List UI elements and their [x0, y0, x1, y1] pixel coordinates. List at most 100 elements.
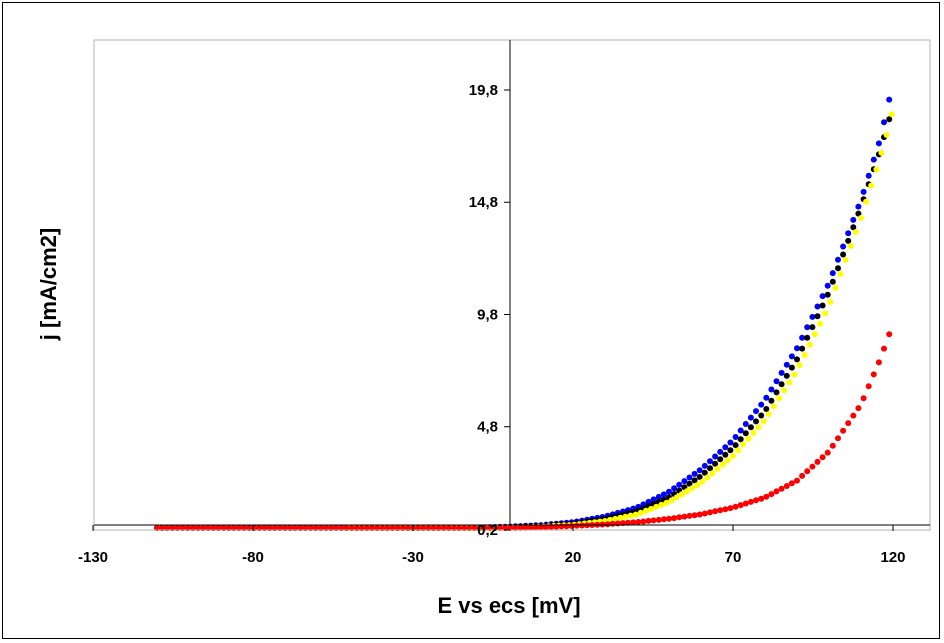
data-point — [817, 321, 823, 327]
data-point — [663, 500, 669, 506]
data-point — [794, 478, 800, 484]
data-point — [671, 515, 677, 521]
data-point — [756, 424, 762, 430]
data-point — [763, 395, 769, 401]
data-point — [733, 434, 739, 440]
data-point — [733, 442, 739, 448]
data-point — [825, 292, 831, 298]
data-point — [838, 271, 844, 277]
data-point — [638, 510, 644, 516]
data-point — [835, 435, 841, 441]
data-point — [689, 485, 695, 491]
data-point — [786, 380, 792, 386]
data-point — [848, 243, 854, 249]
data-point — [784, 362, 790, 368]
data-point — [789, 353, 795, 359]
data-point — [666, 489, 672, 495]
y-axis-title: j [mA/cm2] — [36, 228, 61, 341]
data-point — [658, 502, 664, 508]
data-point — [717, 456, 723, 462]
data-point — [827, 299, 833, 305]
data-point — [830, 443, 836, 449]
data-point — [886, 97, 892, 103]
data-point — [768, 491, 774, 497]
data-point — [643, 508, 649, 514]
data-point — [676, 482, 682, 488]
x-tick-label: 70 — [725, 549, 742, 566]
data-point — [707, 458, 713, 464]
data-point — [738, 502, 744, 508]
data-point — [722, 444, 728, 450]
data-point — [605, 521, 611, 527]
data-point — [694, 482, 700, 488]
data-point — [799, 335, 805, 341]
data-point — [871, 157, 877, 163]
data-point — [791, 372, 797, 378]
data-point — [830, 270, 836, 276]
data-point — [628, 513, 634, 519]
data-point — [676, 514, 682, 520]
data-point — [845, 230, 851, 236]
x-tick-label: 120 — [880, 549, 905, 566]
data-point — [735, 447, 741, 453]
data-point — [768, 398, 774, 404]
y-tick-label: 0,2 — [477, 522, 498, 539]
data-point — [730, 453, 736, 459]
y-tick-label: 14,8 — [469, 194, 498, 211]
data-point — [809, 314, 815, 320]
data-point — [815, 313, 821, 319]
data-point — [832, 285, 838, 291]
data-point — [799, 473, 805, 479]
data-point — [640, 519, 646, 525]
data-point — [776, 395, 782, 401]
data-point — [564, 523, 570, 529]
data-point — [815, 304, 821, 310]
data-point — [623, 514, 629, 520]
data-point — [758, 496, 764, 502]
data-point — [717, 507, 723, 513]
x-tick-label: -80 — [242, 549, 264, 566]
data-point — [707, 509, 713, 515]
data-point — [820, 454, 826, 460]
data-point — [758, 402, 764, 408]
data-point — [855, 405, 861, 411]
data-point — [835, 257, 841, 263]
data-point — [784, 373, 790, 379]
data-point — [861, 395, 867, 401]
data-point — [712, 508, 718, 514]
data-point — [653, 504, 659, 510]
data-point — [687, 513, 693, 519]
data-point — [794, 345, 800, 351]
data-point — [687, 475, 693, 481]
data-point — [692, 471, 698, 477]
data-point — [794, 356, 800, 362]
data-point — [569, 523, 575, 529]
data-point — [669, 497, 675, 503]
data-point — [812, 331, 818, 337]
data-point — [850, 413, 856, 419]
data-point — [804, 324, 810, 330]
data-point — [702, 511, 708, 517]
plot-area — [94, 40, 930, 530]
data-point — [697, 467, 703, 473]
data-point — [868, 183, 874, 189]
data-point — [825, 283, 831, 289]
data-point — [843, 257, 849, 263]
y-tick-label: 19,8 — [469, 82, 498, 99]
data-point — [781, 387, 787, 393]
x-axis-title: E vs ecs [mV] — [437, 593, 580, 618]
data-point — [697, 512, 703, 518]
data-point — [861, 189, 867, 195]
data-point — [753, 408, 759, 414]
data-point — [763, 406, 769, 412]
data-point — [866, 383, 872, 389]
data-point — [863, 199, 869, 205]
data-point — [771, 403, 777, 409]
data-point — [799, 346, 805, 352]
data-point — [809, 464, 815, 470]
data-point — [725, 457, 731, 463]
labels-layer: -130 -80 -30 20 70 1200,24,89,814,819,8E vs e… — [36, 82, 906, 618]
data-point — [884, 132, 890, 138]
data-point — [871, 371, 877, 377]
data-point — [881, 346, 887, 352]
